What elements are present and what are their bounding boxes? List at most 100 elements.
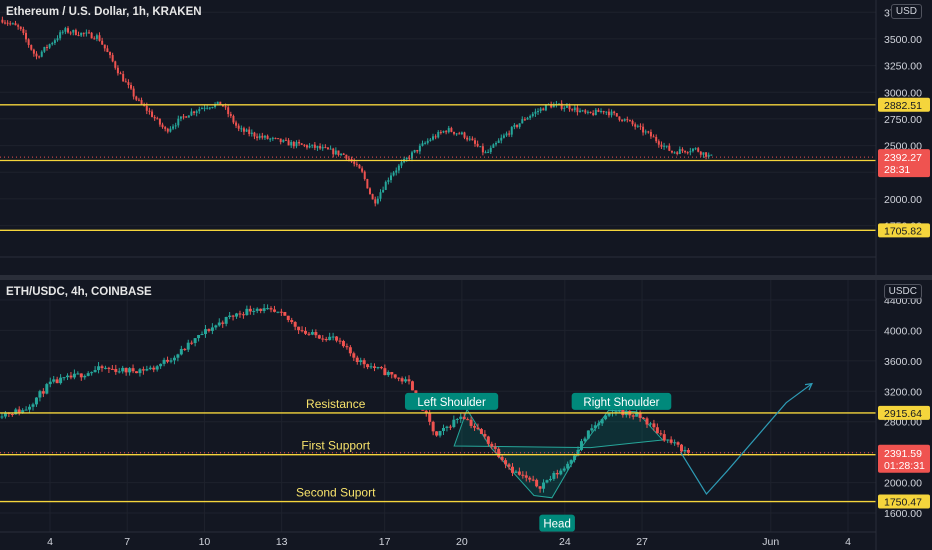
candle-body [14, 23, 17, 26]
candle-body [24, 409, 28, 411]
price-tick: 3200.00 [884, 386, 922, 398]
candle-body [592, 113, 595, 116]
pattern-label-box[interactable] [571, 392, 672, 410]
candle-body [600, 111, 603, 113]
time-tick: 4 [845, 536, 851, 548]
candle-body [455, 133, 458, 135]
candle-body [514, 471, 518, 473]
projection-arrow[interactable] [680, 383, 813, 495]
candle-body [17, 409, 21, 413]
candle-body [676, 152, 679, 154]
candle-body [518, 123, 521, 127]
candle-body [363, 171, 366, 180]
candle-body [295, 141, 298, 147]
candle-body [245, 129, 248, 132]
candle-body [462, 416, 466, 420]
candle-body [618, 116, 621, 120]
candle-body [539, 108, 542, 112]
candle-body [219, 101, 222, 106]
candle-body [110, 368, 114, 370]
candle-body [203, 107, 206, 109]
candle-body [483, 433, 487, 437]
last-price-tag [878, 149, 930, 178]
candle-body [262, 308, 266, 311]
candle-body [445, 131, 448, 133]
candle-body [279, 138, 282, 143]
candle-body [604, 415, 608, 420]
candle-body [245, 308, 249, 316]
candle-body [405, 157, 408, 159]
candle-body [214, 325, 218, 328]
level-price-tag [878, 97, 930, 112]
candle-body [421, 143, 424, 146]
candle-body [14, 409, 18, 415]
candle-body [334, 150, 337, 155]
candle-body [197, 335, 201, 339]
pattern-label: Right Shoulder [583, 397, 659, 409]
candle-body [284, 139, 287, 141]
candle-body [103, 44, 106, 49]
candle-body [694, 148, 697, 150]
candle-body [418, 145, 421, 152]
candle-body [517, 471, 521, 475]
candle-body [207, 329, 211, 331]
pattern-label-box[interactable] [404, 392, 499, 410]
candle-body [463, 132, 466, 138]
candle-body [276, 311, 280, 313]
candle-body [435, 431, 439, 436]
pattern-label-box[interactable] [539, 514, 575, 532]
candle-body [240, 128, 243, 130]
last-price-text: 2392.27 [884, 152, 922, 164]
candle-body [250, 132, 253, 134]
candle-body [662, 434, 666, 441]
bottom-chart-panel[interactable]: Resistance First Support Second Suport Left… [0, 280, 932, 550]
candle-body [186, 342, 190, 350]
bottom-currency-button[interactable]: USDC [883, 284, 922, 299]
candle-body [531, 479, 535, 481]
top-currency-button[interactable]: USD [890, 4, 922, 19]
candle-body [353, 161, 356, 164]
top-chart-title: Ethereum / U.S. Dollar, 1h, KRAKEN [6, 6, 202, 18]
candle-body [393, 374, 397, 378]
pattern-label: Head [543, 519, 571, 531]
candle-body [529, 116, 532, 118]
time-tick: 20 [456, 536, 468, 548]
time-tick: 13 [276, 536, 288, 548]
candle-body [510, 466, 514, 473]
candle-body [521, 119, 524, 124]
candle-body [122, 74, 125, 82]
time-tick: 4 [47, 536, 53, 548]
candle-body [597, 109, 600, 113]
candle-body [263, 135, 266, 138]
panel-divider[interactable] [0, 275, 932, 280]
candle-body [200, 108, 203, 110]
price-tick: 2000.00 [884, 478, 922, 490]
candle-body [355, 163, 358, 165]
candle-body [106, 48, 109, 53]
candle-body [93, 38, 96, 40]
level-label: First Support [301, 439, 370, 453]
candle-body [203, 329, 207, 335]
candle-body [328, 336, 332, 341]
candle-body [666, 439, 670, 441]
candle-body [22, 29, 25, 33]
candle-body [32, 49, 35, 54]
candle-body [277, 138, 280, 140]
bottom-chart-canvas[interactable]: Resistance First Support Second Suport Left… [0, 280, 932, 550]
candle-body [579, 441, 583, 450]
candle-body [224, 106, 227, 108]
candle-body [321, 338, 325, 340]
candle-body [195, 111, 198, 113]
candle-body [117, 371, 121, 373]
candle-body [479, 146, 482, 148]
candle-body [474, 140, 477, 144]
price-tick: 3250.00 [884, 61, 922, 73]
candle-body [290, 142, 293, 146]
head-shoulders-pattern[interactable] [453, 408, 664, 499]
candle-body [293, 322, 297, 327]
candle-body [500, 456, 504, 461]
candle-body [404, 379, 408, 382]
candle-body [623, 119, 626, 121]
